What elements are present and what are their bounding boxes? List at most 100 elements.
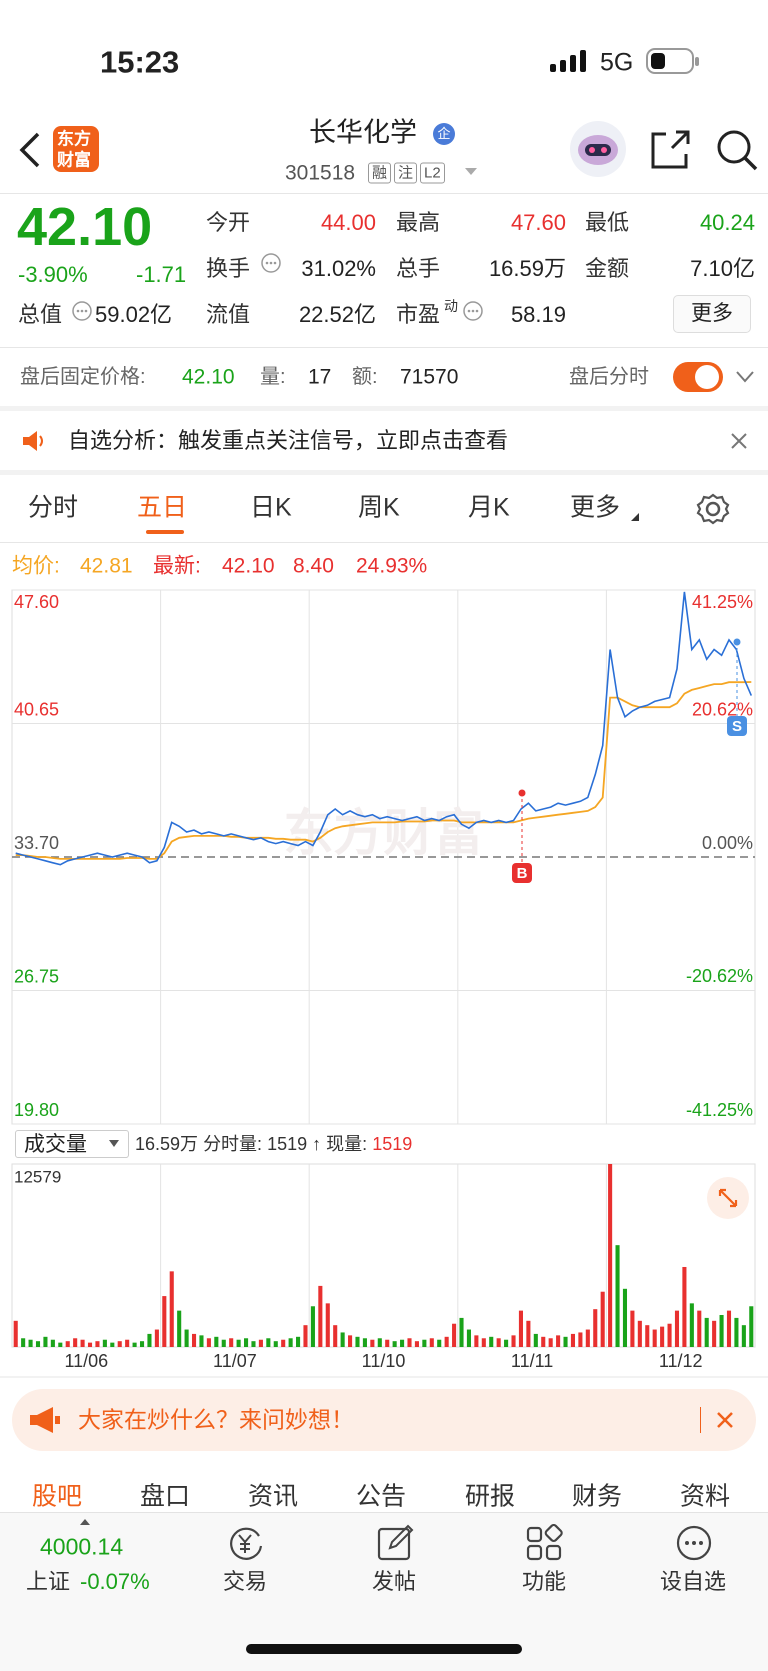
banner-text[interactable]: 大家在炒什么？来问妙想！ <box>78 1406 354 1433</box>
separator <box>0 470 768 475</box>
after-hours-amount: 71570 <box>400 365 459 389</box>
banner-close[interactable] <box>716 1411 734 1429</box>
volume-bar <box>191 1333 197 1347</box>
speaker-icon <box>23 431 43 451</box>
bottom-tab[interactable]: 资讯 <box>248 1482 299 1511</box>
volume-bar <box>73 1338 78 1347</box>
tab[interactable]: 周K <box>358 493 400 522</box>
indicator-select[interactable]: 成交量 <box>15 1130 129 1158</box>
dropdown-arrow[interactable] <box>464 167 478 177</box>
volume-bar <box>132 1342 137 1347</box>
banner[interactable] <box>12 1389 756 1451</box>
fullscreen-button[interactable] <box>706 1176 750 1220</box>
expand-chevron[interactable] <box>735 370 755 384</box>
back-button[interactable] <box>16 130 42 170</box>
volume-bar <box>407 1338 412 1347</box>
toolbar-item[interactable]: 发帖 <box>372 1569 417 1594</box>
volume-bar <box>481 1338 486 1347</box>
share-button[interactable] <box>648 128 692 172</box>
volume-bar <box>199 1335 204 1347</box>
tab[interactable]: 更多 <box>570 493 621 522</box>
close-button[interactable] <box>730 432 748 450</box>
tab[interactable]: 月K <box>468 493 510 522</box>
volume-bar <box>704 1317 709 1347</box>
legend-last-label: 最新: <box>153 554 201 578</box>
info-icon[interactable] <box>462 300 484 322</box>
trade-icon[interactable] <box>226 1524 266 1562</box>
volume-bar <box>385 1339 390 1347</box>
volume-bar <box>296 1336 301 1347</box>
volume-bar <box>466 1329 471 1347</box>
tab[interactable]: 日K <box>250 493 292 522</box>
bottom-tab[interactable]: 公告 <box>356 1482 407 1511</box>
megaphone-icon <box>30 1407 60 1433</box>
toolbar-item[interactable]: 功能 <box>522 1569 567 1594</box>
index-value[interactable]: 4000.14 <box>40 1533 124 1560</box>
watchlist-icon[interactable] <box>674 1524 714 1562</box>
volume-bar <box>43 1336 48 1347</box>
volume-bar <box>266 1338 271 1347</box>
toolbar-item[interactable]: 设自选 <box>660 1569 727 1594</box>
search-button[interactable] <box>714 127 760 173</box>
function-icon[interactable] <box>525 1524 565 1562</box>
tab[interactable]: 分时 <box>28 493 79 522</box>
post-icon[interactable] <box>376 1524 416 1562</box>
volume-bar <box>526 1320 531 1347</box>
volume-bar <box>333 1325 338 1347</box>
field-value: 59.02亿 <box>95 302 173 327</box>
assistant-avatar[interactable] <box>568 120 628 178</box>
volume-bar <box>288 1338 293 1347</box>
info-icon[interactable] <box>71 300 93 322</box>
volume-bar <box>533 1333 538 1347</box>
volume-bar <box>719 1314 724 1347</box>
bottom-tab[interactable]: 盘口 <box>140 1482 191 1511</box>
volume-bar <box>585 1329 590 1347</box>
volume-bar <box>459 1317 464 1347</box>
volume-bar <box>414 1341 419 1347</box>
field-value: 31.02% <box>301 256 376 281</box>
volume-bar <box>518 1310 523 1347</box>
volume-bar <box>229 1338 234 1347</box>
volume-bar <box>169 1271 174 1347</box>
volume-bar <box>578 1332 583 1347</box>
field-label: 最高 <box>396 210 441 235</box>
volume-tick-label: 12579 <box>14 1167 61 1186</box>
field-label: 最低 <box>585 210 630 235</box>
index-change[interactable]: -0.07% <box>80 1569 150 1594</box>
field-label: 总手 <box>396 256 441 281</box>
volume-bar <box>348 1335 353 1347</box>
after-hours-amount-label: 额: <box>352 366 378 388</box>
volume-bar <box>177 1310 182 1347</box>
volume-bar <box>95 1341 100 1347</box>
info-icon[interactable] <box>260 252 282 274</box>
volume-bar <box>682 1266 687 1347</box>
field-label: 今开 <box>206 210 251 235</box>
tab-active[interactable]: 五日 <box>137 493 188 522</box>
index-name[interactable]: 上证 <box>26 1569 71 1594</box>
toolbar-item[interactable]: 交易 <box>223 1569 268 1594</box>
y2-tick-label: -41.25% <box>686 1100 753 1120</box>
volume-bar <box>660 1326 665 1347</box>
logo-text: 东方 <box>57 129 91 149</box>
field-label: 市盈 <box>396 302 441 327</box>
notice-text[interactable]: 自选分析：触发重点关注信号，立即点击查看 <box>68 428 509 453</box>
volume-bar <box>548 1338 553 1347</box>
field-value: 44.00 <box>320 210 376 235</box>
volume-bar <box>615 1245 620 1347</box>
bottom-tab-active[interactable]: 股吧 <box>32 1482 83 1511</box>
field-label: 金额 <box>585 256 630 281</box>
bottom-tab[interactable]: 财务 <box>572 1482 623 1511</box>
settings-button[interactable] <box>696 492 730 526</box>
more-button[interactable]: 更多 <box>673 295 751 333</box>
toggle[interactable] <box>672 361 724 393</box>
bottom-tab[interactable]: 研报 <box>465 1482 516 1511</box>
x-tick-label: 11/10 <box>362 1351 406 1371</box>
volume-bar <box>749 1306 754 1347</box>
legend-change: 8.40 <box>293 554 334 578</box>
bottom-tab[interactable]: 资料 <box>680 1482 731 1511</box>
volume-bar <box>630 1310 635 1347</box>
volume-bar <box>637 1320 642 1347</box>
tab-more-arrow <box>631 513 639 521</box>
separator <box>0 1376 768 1378</box>
volume-bar <box>556 1335 561 1347</box>
